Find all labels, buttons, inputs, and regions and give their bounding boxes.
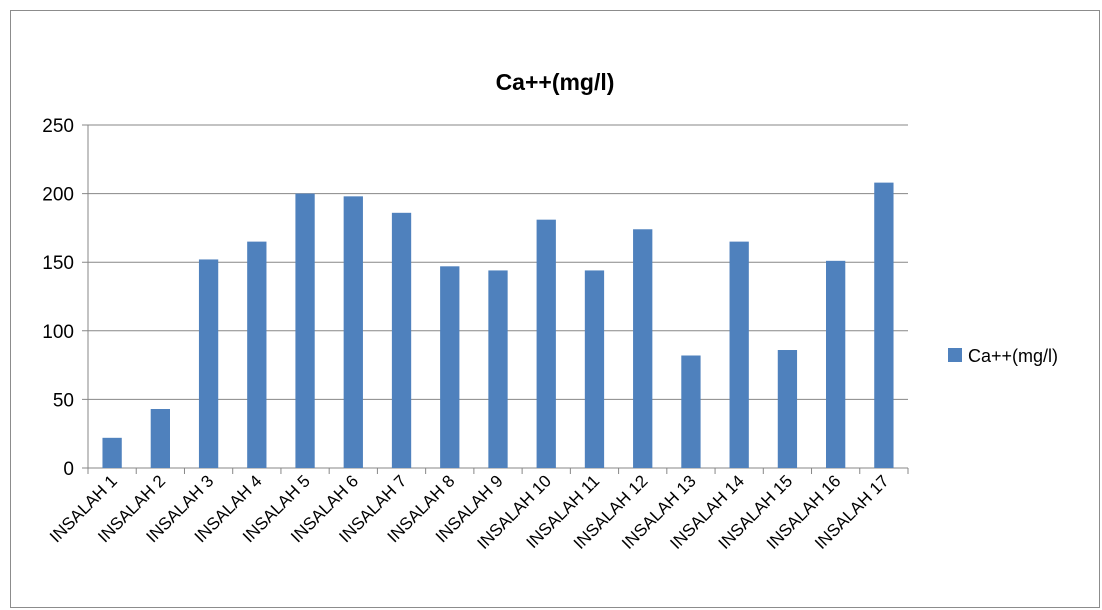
y-tick-label: 0 <box>63 459 74 480</box>
bars <box>102 182 894 468</box>
y-tick-label: 100 <box>42 322 74 343</box>
gridlines <box>82 124 909 474</box>
legend: Ca++(mg/l) <box>948 346 1058 366</box>
bar <box>150 409 170 468</box>
bar <box>874 182 894 468</box>
bar <box>488 270 508 468</box>
bar <box>681 355 701 468</box>
bar <box>247 241 267 468</box>
y-tick-label: 200 <box>42 185 74 206</box>
bar <box>584 270 605 468</box>
bar <box>295 193 315 468</box>
bar <box>343 196 363 468</box>
bar <box>391 212 412 468</box>
legend-label: Ca++(mg/l) <box>968 346 1058 366</box>
bar <box>826 260 846 468</box>
chart-title: Ca++(mg/l) <box>496 69 615 95</box>
bar <box>536 219 556 468</box>
y-axis-ticks: 0 50 100 150 200 250 <box>42 116 74 480</box>
legend-swatch <box>948 348 962 362</box>
bar <box>729 241 749 468</box>
bar <box>777 350 798 468</box>
bar <box>440 266 460 468</box>
y-tick-label: 50 <box>53 390 74 411</box>
bar <box>198 259 219 468</box>
y-tick-label: 250 <box>42 116 74 137</box>
y-tick-label: 150 <box>42 253 74 274</box>
bar <box>102 437 122 468</box>
bar <box>633 229 653 468</box>
